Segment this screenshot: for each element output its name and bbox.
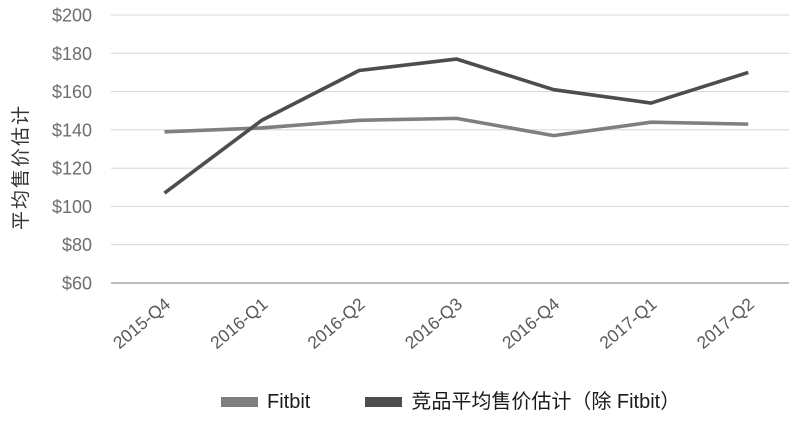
x-tick-label: 2016-Q2: [304, 294, 369, 353]
y-tick-label: $200: [52, 6, 92, 26]
y-tick-label: $80: [62, 235, 92, 255]
y-axis-title: 平均售价估计: [10, 104, 32, 230]
x-tick-label: 2015-Q4: [109, 294, 174, 353]
y-tick-label: $180: [52, 44, 92, 64]
y-tick-label: $100: [52, 197, 92, 217]
competitor-legend-label: 竞品平均售价估计（除 Fitbit）: [411, 391, 681, 413]
fitbit-line: [164, 116, 749, 138]
y-tick-label: $140: [52, 120, 92, 140]
asp-line-chart: $200 $180 $160 $140 $120 $100 $80 $60 平均售价估计 20…: [10, 6, 789, 353]
x-tick-label: 2016-Q4: [498, 294, 563, 353]
fitbit-legend-label: Fitbit: [267, 391, 311, 413]
y-axis-tick-labels: $200 $180 $160 $140 $120 $100 $80 $60: [52, 6, 92, 294]
y-tick-label: $160: [52, 82, 92, 102]
series-lines: [163, 57, 749, 195]
x-tick-label: 2017-Q1: [596, 294, 661, 353]
x-tick-label: 2016-Q1: [206, 294, 271, 353]
y-tick-label: $60: [62, 274, 92, 294]
x-tick-label: 2016-Q3: [401, 294, 466, 353]
competitor-legend-swatch: [365, 397, 403, 407]
x-axis-tick-labels: 2015-Q4 2016-Q1 2016-Q2 2016-Q3 2016-Q4 2017-…: [109, 294, 758, 353]
competitor-line: [163, 57, 749, 195]
legend: Fitbit 竞品平均售价估计（除 Fitbit）: [221, 391, 680, 413]
x-tick-label: 2017-Q2: [693, 294, 758, 353]
y-tick-label: $120: [52, 159, 92, 179]
fitbit-legend-swatch: [221, 397, 258, 407]
gridlines: [111, 14, 789, 284]
